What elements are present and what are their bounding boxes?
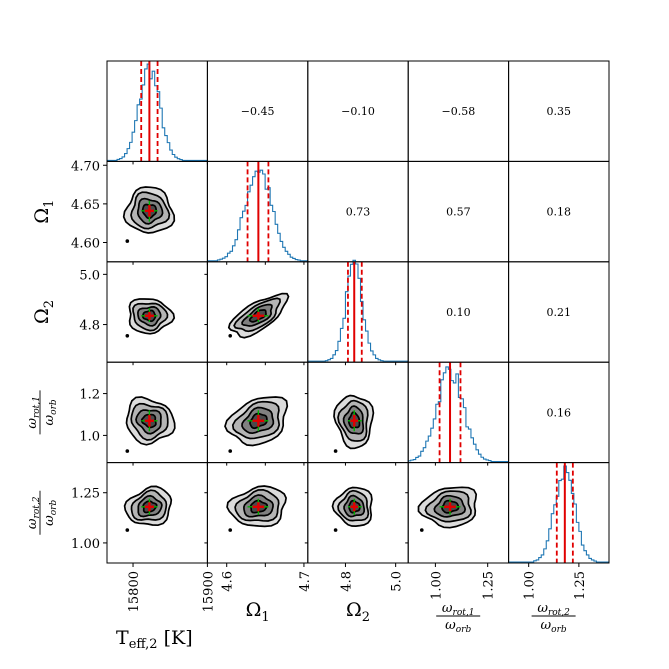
ytick-label-omega1-1: 4.65 bbox=[71, 198, 100, 213]
ylabel-wrot2-denominator: ωorb bbox=[42, 500, 59, 526]
xtick-label-wrot2-1: 1.25 bbox=[573, 571, 588, 600]
outlier-point bbox=[333, 449, 338, 453]
outlier-point bbox=[228, 528, 233, 532]
ylabel-wrot1-numerator: ωrot,1 bbox=[25, 396, 42, 429]
ylabel-omega2: Ω2 bbox=[31, 300, 57, 324]
ytick-label-wrot1-0: 1.0 bbox=[79, 429, 100, 444]
correlation-1-4: 0.18 bbox=[547, 206, 572, 219]
panel-frame-4-4 bbox=[508, 462, 610, 564]
xlabel-omega2: Ω2 bbox=[346, 599, 370, 625]
panel-1-2: 0.73 bbox=[307, 160, 409, 263]
outlier-point bbox=[125, 528, 130, 532]
panel-2-4: 0.21 bbox=[508, 261, 610, 363]
correlation-2-4: 0.21 bbox=[547, 306, 572, 319]
panel-2-0 bbox=[106, 261, 208, 363]
panel-4-4 bbox=[508, 462, 610, 564]
xlabel-wrot2-numerator: ωrot,2 bbox=[537, 601, 570, 618]
outlier-point bbox=[125, 449, 130, 453]
xlabel-teff2: Teff,2 [K] bbox=[116, 627, 193, 652]
outlier-point bbox=[125, 239, 130, 243]
panel-3-4: 0.16 bbox=[508, 361, 610, 464]
histogram-wrot2 bbox=[508, 465, 609, 563]
xtick-label-wrot1-1: 1.25 bbox=[482, 571, 497, 600]
correlation-0-1: −0.45 bbox=[241, 105, 275, 118]
xlabel-omega1: Ω1 bbox=[246, 599, 270, 625]
xlabel-wrot1-numerator: ωrot,1 bbox=[442, 601, 475, 618]
histogram-wrot1 bbox=[407, 366, 509, 463]
ytick-label-omega1-0: 4.60 bbox=[71, 236, 100, 251]
panel-3-3 bbox=[407, 361, 510, 464]
panel-2-2 bbox=[307, 259, 409, 363]
ytick-label-wrot2-0: 1.00 bbox=[71, 537, 100, 552]
histogram-omega2 bbox=[307, 259, 409, 362]
xtick-label-teff2-1: 15900 bbox=[201, 571, 216, 612]
ytick-label-wrot1-1: 1.2 bbox=[79, 388, 100, 403]
xtick-label-omega2-1: 5.0 bbox=[390, 571, 405, 592]
ylabel-omega1: Ω1 bbox=[31, 200, 57, 224]
panel-0-3: −0.58 bbox=[407, 60, 510, 162]
panel-1-4: 0.18 bbox=[508, 160, 610, 263]
correlation-1-3: 0.57 bbox=[446, 206, 471, 219]
panel-0-1: −0.45 bbox=[206, 60, 309, 162]
ylabel-wrot2-numerator: ωrot,2 bbox=[25, 496, 42, 529]
panel-4-0 bbox=[106, 462, 208, 564]
xtick-label-omega2-0: 4.8 bbox=[339, 571, 354, 592]
correlation-2-3: 0.10 bbox=[446, 306, 471, 319]
correlation-0-4: 0.35 bbox=[547, 105, 572, 118]
panel-1-0 bbox=[106, 160, 208, 263]
panel-3-0 bbox=[106, 361, 208, 464]
ylabel-wrot1-denominator: ωorb bbox=[42, 399, 59, 425]
xtick-label-teff2-0: 15800 bbox=[127, 571, 142, 612]
histogram-teff2 bbox=[107, 63, 208, 161]
correlation-0-3: −0.58 bbox=[442, 105, 476, 118]
xlabel-wrot2-denominator: ωorb bbox=[541, 618, 567, 635]
outlier-point bbox=[333, 528, 338, 532]
panel-4-2 bbox=[307, 462, 409, 564]
xtick-label-omega1-2: 4.7 bbox=[298, 571, 313, 592]
correlation-3-4: 0.16 bbox=[547, 406, 572, 419]
outlier-point bbox=[419, 528, 424, 532]
panel-0-4: 0.35 bbox=[508, 60, 610, 162]
correlation-1-2: 0.73 bbox=[346, 206, 371, 219]
ytick-label-wrot2-1: 1.25 bbox=[71, 487, 100, 502]
panel-4-3 bbox=[407, 462, 510, 564]
panel-3-2 bbox=[307, 361, 409, 464]
ytick-label-omega2-0: 4.8 bbox=[79, 319, 100, 334]
xtick-label-wrot1-0: 1.00 bbox=[429, 571, 444, 600]
outlier-point bbox=[125, 333, 130, 338]
panel-0-0 bbox=[106, 60, 208, 162]
xtick-label-wrot2-0: 1.00 bbox=[523, 571, 538, 600]
outlier-point bbox=[228, 449, 233, 453]
outlier-point bbox=[228, 333, 233, 338]
panel-3-1 bbox=[206, 361, 309, 464]
xlabel-wrot1-denominator: ωorb bbox=[445, 618, 471, 635]
panel-2-1 bbox=[206, 261, 309, 363]
panel-1-1 bbox=[206, 160, 309, 263]
ytick-label-omega1-2: 4.70 bbox=[71, 159, 100, 174]
panel-0-2: −0.10 bbox=[307, 60, 409, 162]
panel-2-3: 0.10 bbox=[407, 261, 510, 363]
panel-4-1 bbox=[206, 462, 309, 564]
ytick-label-omega2-1: 5.0 bbox=[79, 268, 100, 283]
panel-1-3: 0.57 bbox=[407, 160, 510, 263]
correlation-0-2: −0.10 bbox=[341, 105, 375, 118]
xtick-label-omega1-0: 4.6 bbox=[221, 571, 236, 592]
